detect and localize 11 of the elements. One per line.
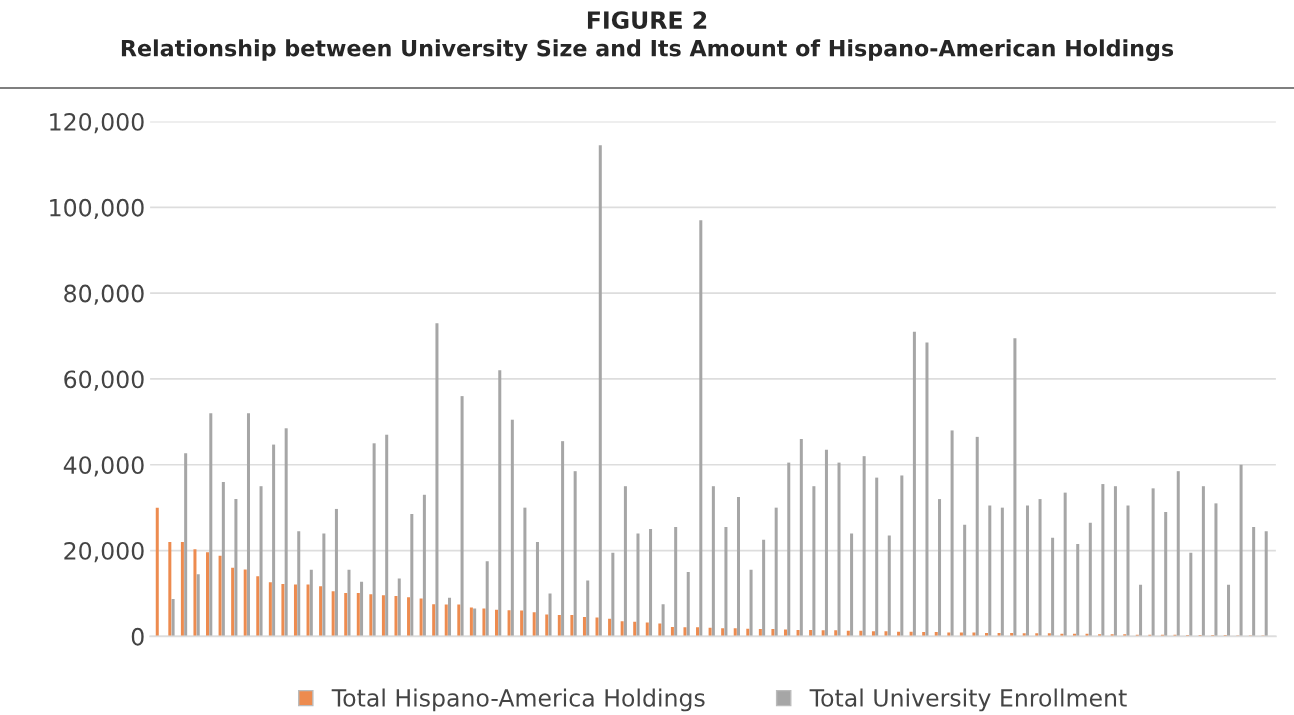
y-tick-label: 100,000 [50, 198, 144, 220]
y-tick-label: 120,000 [50, 113, 144, 134]
y-tick-label: 40,000 [63, 456, 144, 477]
legend-label: Total University Enrollment [809, 688, 1127, 712]
y-tick-label: 0 [131, 627, 144, 646]
y-tick-label: 20,000 [64, 542, 144, 563]
y-tick-label: 60,000 [64, 370, 144, 391]
legend-label: Total Hispano-America Holdings [331, 688, 705, 712]
chart-subtitle: Relationship between University Size and Its Amount of Hispano-American Holdings [121, 39, 1174, 62]
chart-title: FIGURE 2 [587, 11, 707, 29]
y-tick-label: 80,000 [64, 284, 144, 305]
